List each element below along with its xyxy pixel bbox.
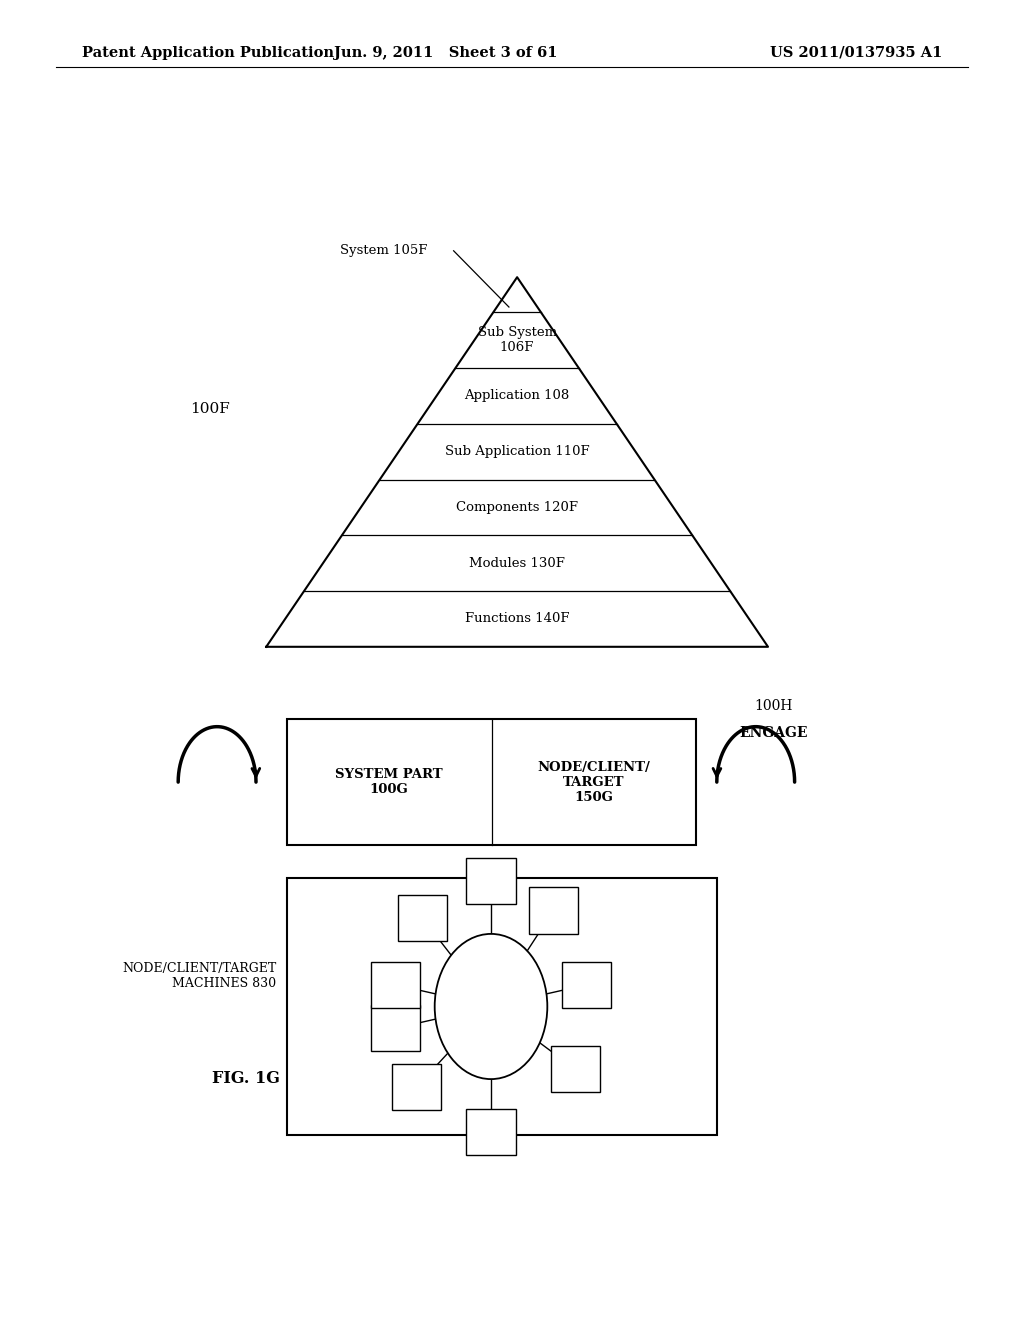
Text: FIG. 1G: FIG. 1G	[212, 1071, 280, 1088]
Bar	[371, 1005, 420, 1051]
Bar	[287, 719, 696, 845]
Bar	[371, 962, 420, 1008]
Bar	[397, 895, 446, 941]
Bar	[467, 858, 516, 904]
Text: Sub Application 110F: Sub Application 110F	[444, 445, 590, 458]
Text: ENGAGE: ENGAGE	[739, 726, 807, 739]
Bar	[287, 878, 717, 1135]
Bar	[562, 962, 611, 1008]
Text: Modules 130F: Modules 130F	[469, 557, 565, 570]
Bar	[529, 887, 579, 933]
Ellipse shape	[435, 935, 548, 1080]
Text: Jun. 9, 2011   Sheet 3 of 61: Jun. 9, 2011 Sheet 3 of 61	[334, 46, 557, 59]
Text: 100H: 100H	[754, 700, 793, 713]
Text: SYSTEM PART
100G: SYSTEM PART 100G	[335, 768, 443, 796]
Text: NODE/CLIENT/
TARGET
150G: NODE/CLIENT/ TARGET 150G	[538, 760, 650, 804]
Bar	[551, 1045, 600, 1092]
Text: System 105F: System 105F	[340, 244, 428, 257]
Text: Patent Application Publication: Patent Application Publication	[82, 46, 334, 59]
Text: 100F: 100F	[190, 403, 229, 416]
Text: US 2011/0137935 A1: US 2011/0137935 A1	[770, 46, 942, 59]
Text: Application 108: Application 108	[465, 389, 569, 403]
Text: Components 120F: Components 120F	[456, 500, 579, 513]
Bar	[467, 1109, 516, 1155]
Text: NODE/CLIENT/TARGET
MACHINES 830: NODE/CLIENT/TARGET MACHINES 830	[122, 961, 276, 990]
Bar	[392, 1064, 441, 1110]
Text: Functions 140F: Functions 140F	[465, 612, 569, 626]
Text: Sub System
106F: Sub System 106F	[477, 326, 557, 354]
